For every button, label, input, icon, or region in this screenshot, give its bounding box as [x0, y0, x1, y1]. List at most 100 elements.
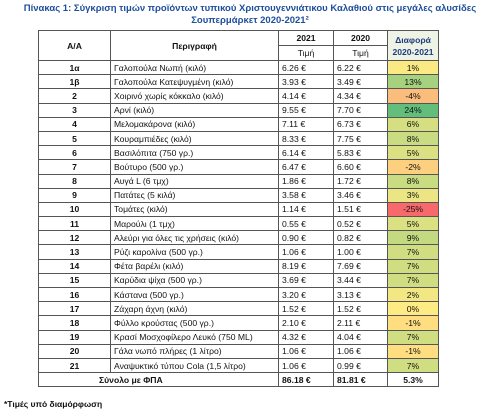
price-diff: -4%	[387, 88, 439, 104]
row-number: 12	[38, 230, 111, 246]
description: Μελομακάρονα (κιλό)	[110, 116, 279, 132]
price-diff: 8%	[387, 173, 439, 189]
row-number: 18	[38, 315, 111, 331]
price-2021: 2.10 €	[278, 315, 334, 331]
row-number: 9	[38, 187, 111, 203]
row-number: 7	[38, 159, 111, 175]
price-diff: 3%	[387, 187, 439, 203]
total-2021: 86.18 €	[278, 372, 334, 388]
price-diff: 5%	[387, 216, 439, 232]
row-number: 6	[38, 145, 111, 161]
price-diff: 5%	[387, 145, 439, 161]
description: Ρύζι καρολίνα (500 γρ.)	[110, 244, 279, 260]
total-diff: 5.3%	[387, 372, 439, 388]
data-row: 7 Βούτυρο (500 γρ.) 6.47 €6.60 € -2%	[38, 159, 439, 175]
price-diff: 7%	[387, 329, 439, 345]
price-2020: 0.52 €	[333, 216, 388, 232]
price-2020: 1.72 €	[333, 173, 388, 189]
price-2020: 3.49 €	[333, 74, 388, 90]
price-2021: 8.19 €	[278, 258, 334, 274]
price-diff: 24%	[387, 102, 439, 118]
price-2021: 3.93 €	[278, 74, 334, 90]
data-row: 8 Αυγά L (6 τμχ) 1.86 €1.72 €8%	[38, 173, 439, 189]
price-2021: 1.06 €	[278, 244, 334, 260]
price-2020: 7.70 €	[333, 102, 388, 118]
price-2020: 3.46 €	[333, 187, 388, 203]
price-2020: 3.44 €	[333, 272, 388, 289]
description: Ζάχαρη άχνη (κιλό)	[110, 301, 279, 317]
row-number: 13	[38, 244, 111, 260]
description: Αυγά L (6 τμχ)	[110, 173, 279, 189]
price-diff: 7%	[387, 357, 439, 374]
data-row: 11 Μαρούλι (1 τμχ) 0.55 €0.52 €5%	[38, 216, 439, 232]
price-2021: 6.47 €	[278, 159, 334, 175]
data-row: 16 Κάστανα (500 γρ.) 3.20 €3.13 €2%	[38, 286, 439, 303]
price-2020: 3.13 €	[333, 286, 388, 303]
price-table: Α/Α Περιγραφή 2021 2020 Διαφορά 2020-202…	[38, 30, 439, 388]
row-number: 21	[38, 357, 111, 374]
price-diff: 7%	[387, 272, 439, 289]
row-number: 4	[38, 116, 111, 132]
price-2021: 3.58 €	[278, 187, 334, 203]
data-row: 2 Χοιρινό χωρίς κόκκαλο (κιλό) 4.14 €4.34 …	[38, 88, 439, 104]
price-diff: 8%	[387, 130, 439, 147]
price-2021: 1.06 €	[278, 343, 334, 359]
data-row: 4 Μελομακάρονα (κιλό) 7.11 €6.73 €6%	[38, 116, 439, 132]
description: Μαρούλι (1 τμχ)	[110, 216, 279, 232]
price-2020: 6.60 €	[333, 159, 388, 175]
data-row: 1α Γαλοπούλα Νωπή (κιλό) 6.26 €6.22 €1%	[38, 59, 439, 76]
data-row: 21 Αναψυκτικό τύπου Cola (1,5 λίτρο) 1.06 …	[38, 357, 439, 374]
data-row: 10 Τομάτες (κιλό) 1.14 €1.51 € -25%	[38, 201, 439, 218]
price-2020: 4.04 €	[333, 329, 388, 345]
price-diff: 7%	[387, 244, 439, 260]
price-2020: 2.11 €	[333, 315, 388, 331]
price-2020: 6.22 €	[333, 59, 388, 76]
price-diff: 7%	[387, 258, 439, 274]
price-2021: 0.55 €	[278, 216, 334, 232]
row-number: 10	[38, 201, 111, 218]
price-2020: 0.82 €	[333, 230, 388, 246]
row-number: 5	[38, 130, 111, 147]
description: Καρύδια ψίχα (500 γρ.)	[110, 272, 279, 289]
data-row: 12 Αλεύρι για όλες τις χρήσεις (κιλό) 0.90…	[38, 230, 439, 246]
row-number: 19	[38, 329, 111, 345]
price-2021: 1.52 €	[278, 301, 334, 317]
header-row: Α/Α Περιγραφή 2021 2020 Διαφορά 2020-202…	[38, 30, 439, 61]
data-row: 5 Κουραμπιέδες (κιλό) 8.33 €7.75 €8%	[38, 130, 439, 147]
data-row: 3 Αρνί (κιλό) 9.55 €7.70 €24%	[38, 102, 439, 118]
price-diff: 0%	[387, 301, 439, 317]
price-2020: 6.73 €	[333, 116, 388, 132]
price-diff: -1%	[387, 315, 439, 331]
price-2020: 0.99 €	[333, 357, 388, 374]
row-number: 1α	[38, 59, 111, 76]
data-row: 6 Βασιλόπιτα (750 γρ.) 6.14 €5.83 €5%	[38, 145, 439, 161]
data-row: 9 Πατάτες (5 κιλά) 3.58 €3.46 €3%	[38, 187, 439, 203]
price-2020: 1.51 €	[333, 201, 388, 218]
table-body: Α/Α Περιγραφή 2021 2020 Διαφορά 2020-202…	[38, 30, 439, 388]
description: Αλεύρι για όλες τις χρήσεις (κιλό)	[110, 230, 279, 246]
price-2021: 3.69 €	[278, 272, 334, 289]
header-description: Περιγραφή	[110, 30, 279, 61]
row-number: 2	[38, 88, 111, 104]
data-row: 19 Κρασί Μοσχοφίλερο Λευκό (750 ML) 4.32 €…	[38, 329, 439, 345]
header-year: 2021	[278, 30, 334, 46]
price-2021: 1.06 €	[278, 357, 334, 374]
description: Βούτυρο (500 γρ.)	[110, 159, 279, 175]
price-diff: 1%	[387, 59, 439, 76]
price-diff: -25%	[387, 201, 439, 218]
price-2020: 7.69 €	[333, 258, 388, 274]
description: Πατάτες (5 κιλά)	[110, 187, 279, 203]
data-row: 1β Γαλοπούλα Κατεψυγμένη (κιλό) 3.93 €3.49…	[38, 74, 439, 90]
data-row: 17 Ζάχαρη άχνη (κιλό) 1.52 €1.52 €0%	[38, 301, 439, 317]
row-number: 14	[38, 258, 111, 274]
price-2021: 0.90 €	[278, 230, 334, 246]
price-2021: 1.14 €	[278, 201, 334, 218]
price-diff: 6%	[387, 116, 439, 132]
price-2021: 6.14 €	[278, 145, 334, 161]
price-2021: 1.86 €	[278, 173, 334, 189]
data-row: 20 Γάλα νωπό πλήρες (1 λίτρο) 1.06 €1.06 €…	[38, 343, 439, 359]
header-year: 2020	[333, 30, 388, 46]
row-number: 20	[38, 343, 111, 359]
data-row: 13 Ρύζι καρολίνα (500 γρ.) 1.06 €1.00 €7%	[38, 244, 439, 260]
total-row: Σύνολο με ΦΠΑ 86.18 €81.81 €5.3%	[38, 372, 439, 388]
